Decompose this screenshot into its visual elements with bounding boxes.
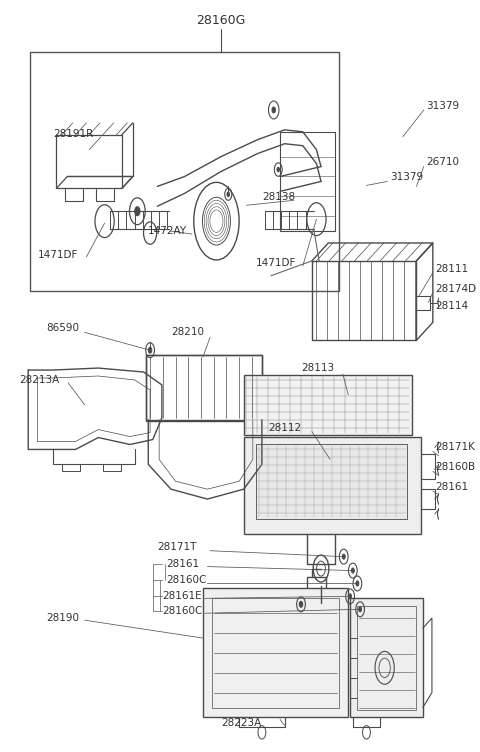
- Text: 31379: 31379: [426, 101, 459, 111]
- Circle shape: [135, 207, 140, 216]
- Text: 31379: 31379: [390, 172, 423, 183]
- Text: 28161: 28161: [435, 482, 468, 492]
- Bar: [255, 444, 408, 519]
- Text: 28160C: 28160C: [167, 575, 207, 586]
- Bar: [244, 437, 421, 534]
- Text: 26710: 26710: [426, 156, 459, 167]
- Bar: [30, 53, 339, 290]
- Text: 28174D: 28174D: [435, 284, 477, 293]
- Bar: [350, 599, 423, 717]
- Text: 28160B: 28160B: [435, 462, 476, 472]
- Text: 28191R: 28191R: [53, 129, 93, 139]
- Circle shape: [348, 594, 352, 599]
- Circle shape: [440, 496, 444, 502]
- Circle shape: [148, 347, 152, 353]
- Circle shape: [440, 466, 444, 472]
- Text: 28161: 28161: [167, 559, 200, 569]
- Bar: [280, 132, 335, 231]
- Text: 28113: 28113: [301, 363, 334, 373]
- Bar: [244, 375, 412, 435]
- Text: 28223A: 28223A: [221, 718, 261, 729]
- Text: 28210: 28210: [171, 327, 204, 338]
- Text: 28190: 28190: [47, 613, 79, 623]
- Text: 28112: 28112: [268, 423, 301, 432]
- Bar: [146, 355, 262, 421]
- Circle shape: [342, 554, 345, 559]
- Text: 28160C: 28160C: [162, 606, 202, 616]
- Text: 1472AY: 1472AY: [148, 226, 187, 236]
- Text: 28160G: 28160G: [196, 14, 246, 27]
- Bar: [212, 599, 339, 708]
- Circle shape: [277, 167, 279, 171]
- Text: 28138: 28138: [262, 193, 295, 202]
- Bar: [146, 355, 262, 420]
- Circle shape: [351, 568, 354, 573]
- Circle shape: [359, 607, 361, 612]
- Bar: [203, 588, 348, 717]
- Circle shape: [272, 107, 276, 113]
- Text: 28171T: 28171T: [157, 541, 197, 552]
- Text: 28111: 28111: [435, 264, 468, 274]
- Text: 1471DF: 1471DF: [37, 250, 78, 260]
- Text: 28114: 28114: [435, 301, 468, 311]
- Text: 28213A: 28213A: [19, 375, 60, 385]
- Bar: [358, 606, 417, 710]
- Circle shape: [356, 581, 359, 586]
- Text: 28171K: 28171K: [435, 442, 475, 453]
- Circle shape: [299, 602, 303, 608]
- Circle shape: [440, 511, 444, 517]
- Circle shape: [227, 192, 229, 196]
- Text: 28161E: 28161E: [162, 591, 202, 602]
- Text: 1471DF: 1471DF: [255, 258, 296, 268]
- Text: 86590: 86590: [47, 323, 79, 333]
- Circle shape: [440, 444, 444, 450]
